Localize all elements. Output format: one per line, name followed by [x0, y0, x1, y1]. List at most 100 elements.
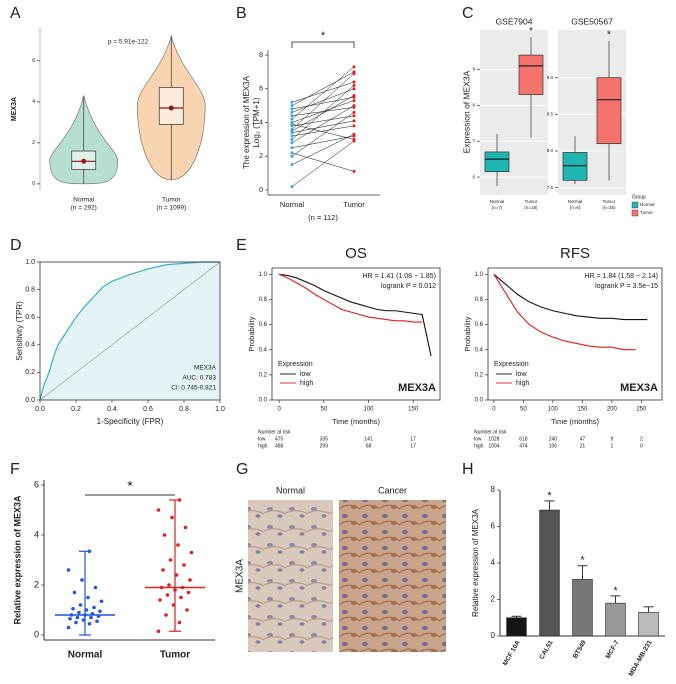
panel-letter: H: [462, 461, 474, 478]
risk-count: 17: [410, 443, 416, 449]
x-tick-label: 250: [636, 407, 647, 413]
y-tick-label: 0.2: [259, 372, 268, 378]
box: [562, 152, 588, 181]
y-tick-label: 0.4: [475, 347, 484, 353]
risk-count: 475: [275, 436, 284, 442]
subplot-title: OS: [345, 245, 367, 262]
point: [182, 563, 186, 567]
legend-label: low: [300, 371, 311, 378]
risk-count: 240: [549, 436, 558, 442]
annotation: CI: 0.745-0.821: [171, 385, 216, 392]
panel-letter: A: [10, 5, 21, 22]
pair-line: [291, 135, 355, 149]
survival-curve: [493, 273, 648, 321]
risk-count: 618: [519, 436, 528, 442]
y-tick-label: 1.0: [259, 272, 268, 278]
x-tick-label: BT549: [572, 639, 588, 660]
point: [156, 508, 161, 512]
pair-line: [291, 152, 355, 172]
y-tick-label: 2: [34, 579, 39, 589]
point: [77, 610, 81, 615]
point: [290, 117, 294, 121]
risk-count: 1028: [488, 436, 499, 442]
point: [352, 95, 356, 99]
y-tick-label: 9: [472, 67, 475, 72]
point: [352, 169, 356, 173]
risk-count: 335: [320, 436, 329, 442]
significance: *: [613, 585, 618, 597]
point: [98, 609, 102, 614]
gene-label: MEX3A: [620, 382, 658, 394]
y-tick-label: 4: [491, 558, 496, 567]
y-axis-label: Relative expression of MEX3A: [12, 495, 22, 625]
y-tick-label: 4: [259, 119, 263, 126]
subplot-title: GSE50567: [571, 16, 613, 26]
x-tick-label: CAL51: [538, 639, 555, 661]
legend-label: high: [516, 380, 529, 387]
point: [352, 134, 356, 138]
category-note: (n=7): [492, 205, 503, 210]
y-tick-label: 0.6: [475, 322, 484, 328]
point: [161, 568, 165, 572]
y-tick-label: 6: [491, 522, 496, 531]
pair-line: [291, 120, 355, 133]
category-note: (n = 112): [308, 213, 338, 222]
point: [352, 124, 356, 128]
point: [290, 137, 294, 141]
pair-line: [291, 81, 355, 103]
point: [170, 515, 174, 520]
x-axis-label: 1-Specificity (FPR): [97, 417, 164, 426]
panel-letter: F: [10, 461, 20, 478]
legend-swatch: [631, 209, 639, 217]
point: [189, 550, 194, 555]
y-axis-label: The expression of MEX3A: [242, 75, 251, 169]
risk-title: Number at risk: [474, 429, 507, 435]
legend-label: high: [300, 380, 313, 387]
x-tick-label: Tumor: [525, 199, 538, 204]
point: [352, 114, 356, 118]
panel-letter: D: [10, 237, 22, 254]
y-tick-label: 8: [491, 485, 496, 494]
y-axis-label: Probability: [463, 316, 472, 351]
point: [72, 590, 77, 595]
point: [174, 573, 179, 577]
category-note: (n = 292): [71, 205, 97, 212]
box: [518, 54, 544, 95]
column-label: Normal: [276, 485, 305, 495]
y-tick-label: 4: [34, 529, 39, 539]
point: [352, 99, 356, 103]
gene-label: MEX3A: [398, 382, 436, 394]
point: [66, 625, 71, 630]
y-tick-label: 7.5: [547, 185, 554, 190]
point: [164, 613, 168, 617]
plot-frame: [487, 267, 663, 401]
point: [176, 543, 180, 547]
y-axis-label: Probability: [247, 316, 256, 351]
risk-row-label: low: [258, 436, 266, 442]
x-axis-label: Time (months): [551, 417, 600, 426]
pair-line: [291, 105, 355, 143]
risk-count: 47: [580, 436, 586, 442]
y-tick-label: 0: [491, 631, 496, 640]
y-tick-label: 0: [34, 629, 39, 639]
category-note: (n=19): [524, 205, 538, 210]
bar: [572, 579, 593, 637]
significance: *: [321, 30, 326, 42]
x-tick-label: 100: [548, 407, 559, 413]
x-tick-label: 0.2: [71, 406, 81, 413]
point: [352, 105, 356, 109]
x-tick-label: MCF-7: [605, 639, 621, 660]
point: [290, 185, 294, 189]
y-tick-label: 0.2: [25, 369, 35, 376]
point: [162, 533, 167, 537]
point: [177, 620, 182, 625]
point: [81, 618, 86, 622]
legend-title: Expression: [278, 361, 313, 368]
category-note: (n=35): [602, 205, 616, 210]
point: [290, 151, 294, 155]
x-tick-label: Normal: [73, 197, 95, 204]
y-axis-label: MEX3A: [11, 97, 18, 121]
point: [352, 87, 356, 91]
